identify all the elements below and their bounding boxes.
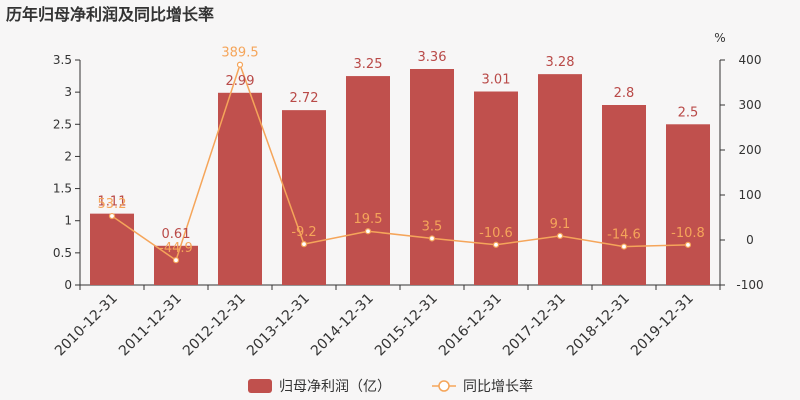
bar [346,76,390,285]
bar-value-label: 2.72 [290,91,319,106]
bar [90,213,134,285]
bar-value-label: 0.61 [162,227,191,242]
y-right-tick-label: 400 [739,53,762,67]
growth-point [556,232,564,240]
growth-point [108,212,116,220]
axes: 0 0.5 1 1.5 2 2.5 3 3.5 -100 0 100 200 300 400% 2010-1… [52,31,764,359]
growth-value-label: 9.1 [550,217,571,232]
x-tick-label: 2014-12-31 [308,291,377,360]
data-labels: 1.11 0.61 2.99 2.72 3.25 3.36 3.01 3.28 2.8 2.5 53… [98,46,705,256]
x-tick-label: 2013-12-31 [244,291,313,360]
chart-title: 历年归母净利润及同比增长率 [6,5,214,24]
bar [410,69,454,285]
bar-value-label: 2.5 [678,105,699,120]
x-tick-label: 2011-12-31 [116,291,185,360]
growth-point [236,61,244,68]
bar-value-label: 3.36 [418,50,447,65]
growth-value-label: -44.9 [159,241,193,256]
legend-bar-label: 归母净利润（亿） [279,378,391,395]
growth-value-label: 3.5 [422,219,443,234]
y-left-tick-label: 2.5 [53,117,72,131]
growth-point [684,241,692,248]
x-tick-label: 2010-12-31 [52,291,121,360]
y-right-tick-label: 300 [739,98,762,112]
growth-line-path [111,62,689,262]
bar [154,245,198,285]
y-right-tick-label: 200 [739,143,762,157]
bar-value-label: 3.25 [354,57,383,72]
growth-value-label: -14.6 [607,228,641,243]
y-left-tick-label: 0 [64,278,72,292]
bar-value-label: 3.28 [546,55,575,70]
y-right-tick-label: -100 [736,278,763,292]
growth-point [364,228,372,235]
bars [90,69,710,286]
y-right-tick-label: 100 [739,188,762,202]
legend-line-label: 同比增长率 [463,378,533,395]
bar-value-label: 3.01 [482,73,511,88]
bar [474,91,518,285]
bar [666,124,710,286]
growth-point [620,243,628,250]
bar [218,92,262,286]
growth-point [300,241,308,248]
y-right-unit: % [714,31,725,45]
bar-value-label: 2.8 [614,86,635,101]
y-left-tick-label: 1 [64,214,72,228]
growth-point [172,257,180,264]
growth-value-label: 389.5 [221,46,258,61]
x-tick-label: 2019-12-31 [628,291,697,360]
legend[interactable]: 归母净利润（亿） 同比增长率 [248,378,533,395]
y-left-tick-label: 3 [64,85,72,99]
legend-line-dot [438,380,450,392]
y-left-tick-label: 3.5 [53,53,72,67]
bar-value-label: 1.11 [98,195,127,210]
growth-value-label: -10.8 [671,226,705,241]
y-right-tick-label: 0 [746,233,754,247]
y-left-tick-label: 2 [64,149,72,163]
growth-point [428,235,436,242]
bar [282,110,326,286]
bar [602,105,646,285]
y-left-tick-label: 0.5 [53,246,72,260]
growth-value-label: -9.2 [291,225,316,240]
x-tick-label: 2018-12-31 [564,291,633,360]
bar-value-label: 2.99 [226,74,255,89]
growth-value-label: 19.5 [354,212,383,227]
growth-value-label: 53.2 [98,197,127,212]
x-tick-label: 2016-12-31 [436,291,505,360]
growth-point [492,241,500,248]
x-tick-label: 2012-12-31 [180,291,249,360]
growth-line [108,61,692,264]
legend-bar-swatch [248,379,272,393]
y-left-tick-label: 1.5 [53,182,72,196]
x-tick-label: 2015-12-31 [372,291,441,360]
x-tick-label: 2017-12-31 [500,291,569,360]
growth-value-label: -10.6 [479,226,513,241]
bar [538,74,582,286]
